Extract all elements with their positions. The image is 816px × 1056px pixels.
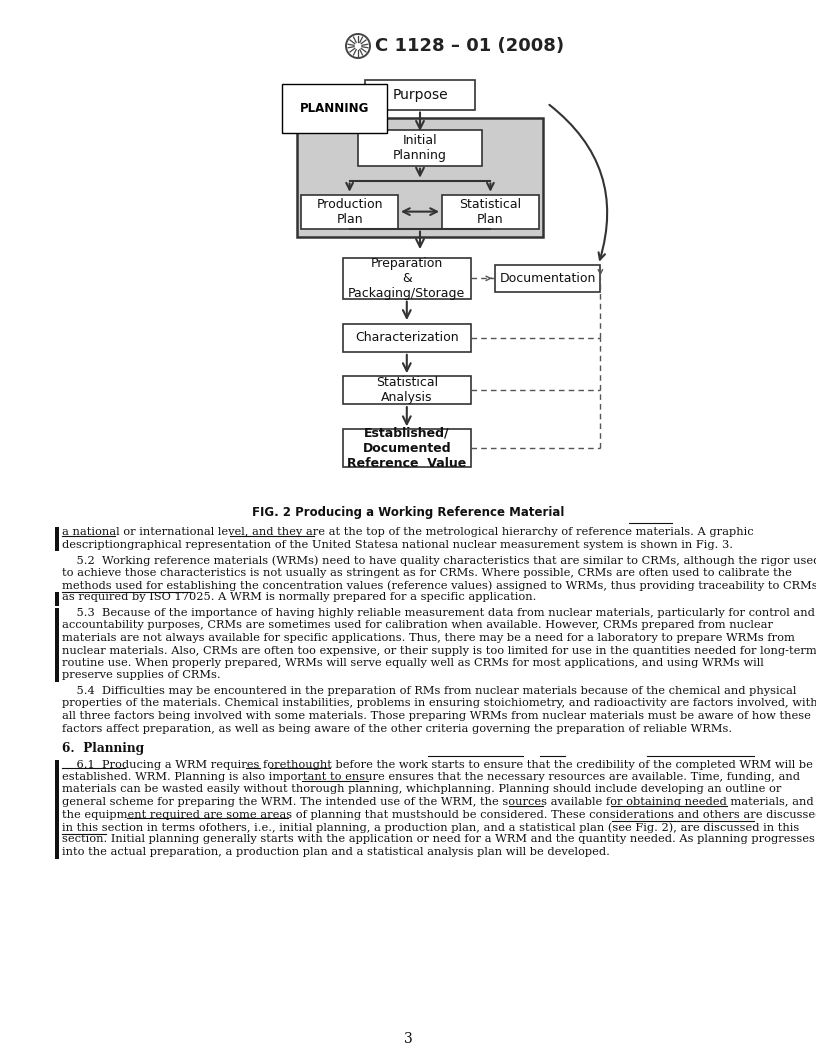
Text: properties of the materials. Chemical instabilities, problems in ensuring stoich: properties of the materials. Chemical in…	[62, 698, 816, 709]
Text: Preparation
&
Packaging/Storage: Preparation & Packaging/Storage	[348, 257, 465, 300]
Text: nuclear materials. Also, CRMs are often too expensive, or their supply is too li: nuclear materials. Also, CRMs are often …	[62, 645, 816, 656]
Text: FIG. 2 Producing a Working Reference Material: FIG. 2 Producing a Working Reference Mat…	[252, 506, 564, 518]
Bar	[297, 118, 543, 238]
Text: general scheme for preparing the WRM. The intended use of the WRM, the sources a: general scheme for preparing the WRM. Th…	[62, 797, 814, 807]
Text: materials can be wasted easily without thorough planning, whichplanning. Plannin: materials can be wasted easily without t…	[62, 785, 782, 794]
Text: a national or international level, and they are at the top of the metrological h: a national or international level, and t…	[62, 527, 754, 538]
Text: accountability purposes, CRMs are sometimes used for calibration when available.: accountability purposes, CRMs are someti…	[62, 621, 773, 630]
Text: C 1128 – 01 (2008): C 1128 – 01 (2008)	[375, 37, 564, 55]
Text: to achieve those characteristics is not usually as stringent as for CRMs. Where : to achieve those characteristics is not …	[62, 567, 792, 578]
Text: materials are not always available for specific applications. Thus, there may be: materials are not always available for s…	[62, 633, 795, 643]
Bar	[343, 324, 471, 352]
Text: all three factors being involved with some materials. Those preparing WRMs from : all three factors being involved with so…	[62, 711, 811, 721]
Text: Purpose: Purpose	[392, 88, 448, 101]
FancyArrowPatch shape	[549, 105, 607, 260]
Text: 6.1  Producing a WRM requires forethought before the work starts to ensure that : 6.1 Producing a WRM requires forethought…	[62, 759, 813, 770]
Text: established. WRM. Planning is also important to ensure ensures that the necessar: established. WRM. Planning is also impor…	[62, 772, 800, 782]
Bar	[442, 194, 539, 229]
Bar	[55, 608, 59, 682]
Text: into the actual preparation, a production plan and a statistical analysis plan w: into the actual preparation, a productio…	[62, 847, 610, 857]
Text: preserve supplies of CRMs.: preserve supplies of CRMs.	[62, 671, 220, 680]
Text: the equipment required are some areas of planning that mustshould be considered.: the equipment required are some areas of…	[62, 810, 816, 819]
Bar	[358, 130, 481, 166]
Bar	[55, 527, 59, 551]
Text: PLANNING: PLANNING	[299, 102, 369, 115]
Text: as required by ISO 17025. A WRM is normally prepared for a specific application.: as required by ISO 17025. A WRM is norma…	[62, 592, 536, 603]
Bar	[343, 376, 471, 404]
Bar	[343, 258, 471, 299]
Text: 5.2  Working reference materials (WRMs) need to have quality characteristics tha: 5.2 Working reference materials (WRMs) n…	[62, 555, 816, 566]
Text: Documentation: Documentation	[499, 271, 596, 285]
Text: Statistical
Analysis: Statistical Analysis	[375, 376, 438, 404]
Text: in this section in terms ofothers, i.e., initial planning, a production plan, an: in this section in terms ofothers, i.e.,…	[62, 822, 799, 832]
Text: 3: 3	[404, 1032, 412, 1046]
Text: factors affect preparation, as well as being aware of the other criteria governi: factors affect preparation, as well as b…	[62, 723, 732, 734]
Bar	[494, 265, 601, 293]
Bar	[55, 591, 59, 606]
Bar	[343, 429, 471, 468]
Bar	[55, 759, 59, 859]
Bar	[365, 80, 475, 110]
Text: 5.4  Difficulties may be encountered in the preparation of RMs from nuclear mate: 5.4 Difficulties may be encountered in t…	[62, 686, 796, 696]
Bar	[301, 194, 398, 229]
Text: 6.  Planning: 6. Planning	[62, 742, 144, 755]
Text: methods used for establishing the concentration values (reference values) assign: methods used for establishing the concen…	[62, 580, 816, 590]
Text: routine use. When properly prepared, WRMs will serve equally well as CRMs for mo: routine use. When properly prepared, WRM…	[62, 658, 764, 668]
Text: Characterization: Characterization	[355, 332, 459, 344]
Text: Production
Plan: Production Plan	[317, 197, 383, 226]
Text: 5.3  Because of the importance of having highly reliable measurement data from n: 5.3 Because of the importance of having …	[62, 608, 815, 618]
Text: Initial
Planning: Initial Planning	[393, 134, 447, 162]
Text: Statistical
Plan: Statistical Plan	[459, 197, 521, 226]
Text: descriptiongraphical representation of the United Statesa national nuclear measu: descriptiongraphical representation of t…	[62, 540, 733, 549]
Text: Established/
Documented
Reference  Value: Established/ Documented Reference Value	[347, 427, 467, 470]
Text: section. Initial planning generally starts with the application or need for a WR: section. Initial planning generally star…	[62, 834, 815, 845]
